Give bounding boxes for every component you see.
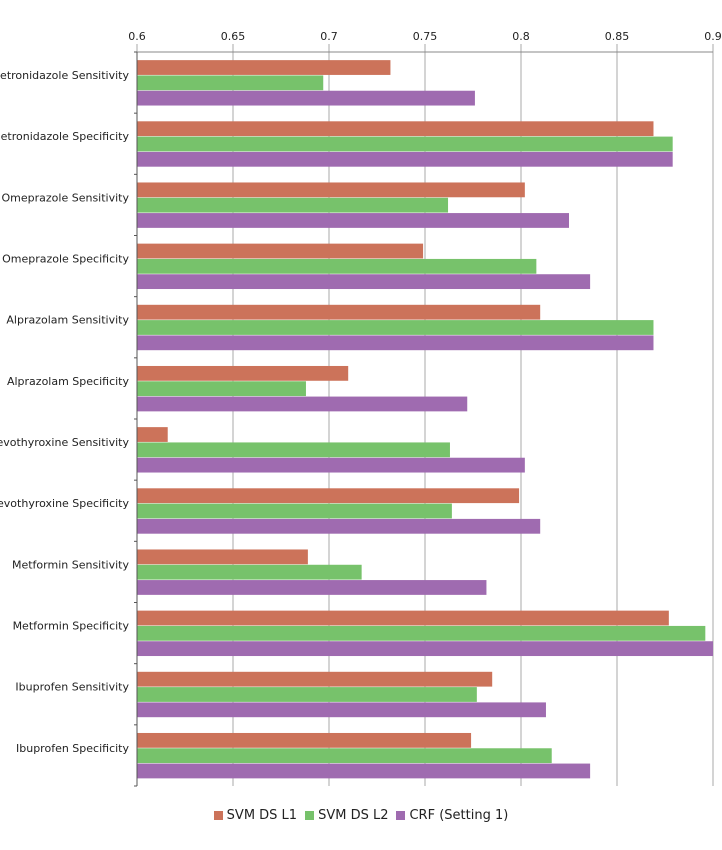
category-label: Metronidazole Specificity [0, 130, 129, 143]
category-label: Metronidazole Sensitivity [0, 69, 129, 82]
bar-crf-setting-1 [137, 518, 541, 534]
bar-svm-ds-l2 [137, 564, 362, 580]
category-label: Omeprazole Specificity [2, 252, 129, 265]
category-label: Levothyroxine Specificity [0, 497, 129, 510]
bar-svm-ds-l2 [137, 381, 306, 397]
bar-svm-ds-l1 [137, 427, 168, 442]
category-label: Ibuprofen Sensitivity [15, 681, 129, 694]
legend-label: SVM DS L2 [318, 808, 389, 823]
gridlines [136, 44, 714, 786]
bar-svm-ds-l2 [137, 136, 673, 152]
category-label: Metformin Specificity [13, 619, 130, 632]
bar-svm-ds-l1 [137, 549, 308, 565]
bar-crf-setting-1 [137, 213, 569, 228]
legend-swatch [396, 811, 406, 820]
category-label: Levothyroxine Sensitivity [0, 436, 129, 449]
legend-item-svm-ds-l2: SVM DS L2 [305, 808, 388, 823]
x-tick-label: 0.75 [413, 30, 438, 43]
bar-svm-ds-l1 [137, 365, 349, 381]
category-label: Metformin Sensitivity [12, 558, 129, 571]
bar-crf-setting-1 [137, 151, 673, 167]
bar-svm-ds-l1 [137, 732, 472, 748]
bar-svm-ds-l2 [137, 197, 449, 213]
bar-svm-ds-l2 [137, 258, 537, 274]
bar-crf-setting-1 [137, 396, 468, 412]
x-tick-label: 0.6 [128, 30, 146, 43]
x-tick-label: 0.8 [512, 30, 530, 43]
legend-swatch [213, 811, 223, 820]
bar-svm-ds-l2 [137, 687, 477, 702]
category-label: Omeprazole Sensitivity [2, 191, 130, 204]
bar-svm-ds-l1 [137, 60, 391, 75]
bar-svm-ds-l2 [137, 625, 706, 641]
legend-item-crf-setting-1: CRF (Setting 1) [396, 808, 508, 823]
bar-crf-setting-1 [137, 702, 546, 718]
bar-crf-setting-1 [137, 763, 591, 779]
bar-svm-ds-l1 [137, 243, 424, 259]
bar-svm-ds-l1 [137, 121, 654, 137]
bar-svm-ds-l2 [137, 442, 450, 458]
category-label: Ibuprofen Specificity [16, 742, 129, 755]
legend-label: CRF (Setting 1) [409, 808, 509, 823]
bar-svm-ds-l2 [137, 748, 552, 764]
legend-item-svm-ds-l1: SVM DS L1 [213, 808, 298, 823]
bars [137, 60, 713, 779]
bar-svm-ds-l1 [137, 671, 493, 687]
x-tick-label: 0.65 [221, 30, 246, 43]
bar-crf-setting-1 [137, 641, 713, 657]
bar-svm-ds-l1 [137, 488, 520, 504]
bar-svm-ds-l2 [137, 320, 654, 335]
bar-svm-ds-l1 [137, 304, 541, 320]
bar-crf-setting-1 [137, 274, 591, 290]
bar-svm-ds-l1 [137, 182, 525, 198]
bar-svm-ds-l2 [137, 503, 452, 519]
bar-crf-setting-1 [137, 580, 487, 595]
bar-crf-setting-1 [137, 90, 475, 106]
bar-crf-setting-1 [137, 335, 654, 351]
x-tick-label: 0.9 [704, 30, 722, 43]
legend: SVM DS L1 SVM DS L2 CRF (Setting 1) [0, 808, 722, 823]
x-tick-label: 0.85 [605, 30, 630, 43]
legend-swatch [305, 811, 315, 820]
category-labels: Metronidazole Sensitivity Metronidazole S… [0, 69, 129, 755]
x-tick-label: 0.7 [320, 30, 338, 43]
category-label: Alprazolam Sensitivity [6, 314, 129, 327]
bar-crf-setting-1 [137, 457, 525, 473]
category-label: Alprazolam Specificity [7, 375, 130, 388]
x-tick-labels: 0.6 0.65 0.7 0.75 0.8 0.85 0.9 [128, 30, 722, 43]
bar-svm-ds-l1 [137, 610, 669, 626]
axes [134, 51, 713, 787]
legend-label: SVM DS L1 [226, 808, 298, 823]
bar-svm-ds-l2 [137, 75, 324, 91]
